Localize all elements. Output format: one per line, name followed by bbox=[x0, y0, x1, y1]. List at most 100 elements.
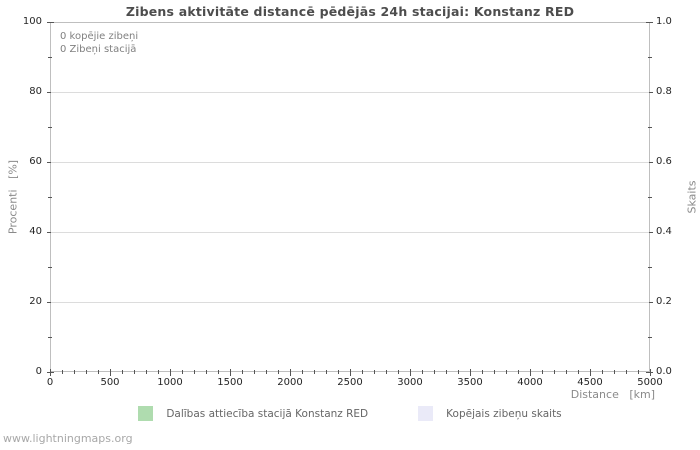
x-tick bbox=[325, 370, 327, 374]
x-tick bbox=[493, 370, 495, 374]
y-left-tick bbox=[48, 196, 52, 198]
x-tick-label: 1500 bbox=[217, 377, 243, 388]
x-tick bbox=[517, 370, 519, 374]
x-tick bbox=[361, 370, 363, 374]
x-tick bbox=[433, 370, 435, 374]
y-left-tick bbox=[47, 231, 54, 233]
legend: Dalības attiecība stacijā Konstanz RED K… bbox=[0, 406, 700, 421]
y-right-tick-label: 0.4 bbox=[656, 226, 672, 237]
x-tick bbox=[109, 369, 111, 376]
y-left-tick-label: 20 bbox=[29, 296, 42, 307]
x-axis-title: Distance [km] bbox=[570, 388, 655, 401]
x-tick-label: 500 bbox=[100, 377, 120, 388]
y-right-tick bbox=[648, 126, 652, 128]
plot-area: 0 kopējie zibeņi 0 Zibeņi stacijā bbox=[50, 22, 650, 372]
legend-swatch-participation bbox=[138, 406, 154, 421]
x-tick bbox=[193, 370, 195, 374]
gridline bbox=[51, 301, 649, 303]
y-right-tick bbox=[646, 21, 653, 23]
y-right-tick-label: 0.6 bbox=[656, 156, 672, 167]
legend-label-total: Kopējais zibeņu skaits bbox=[446, 407, 562, 420]
x-tick bbox=[253, 370, 255, 374]
x-tick bbox=[421, 370, 423, 374]
x-tick bbox=[553, 370, 555, 374]
x-tick bbox=[313, 370, 315, 374]
gridline bbox=[51, 231, 649, 233]
annotation-total-strikes: 0 kopējie zibeņi bbox=[60, 31, 139, 42]
x-tick bbox=[457, 370, 459, 374]
gridline bbox=[51, 91, 649, 93]
x-tick bbox=[97, 370, 99, 374]
watermark-text: www.lightningmaps.org bbox=[3, 432, 133, 445]
x-tick bbox=[301, 370, 303, 374]
x-tick bbox=[181, 370, 183, 374]
x-tick-label: 4500 bbox=[577, 377, 603, 388]
y-right-tick bbox=[648, 196, 652, 198]
x-tick bbox=[217, 370, 219, 374]
y-left-tick bbox=[47, 161, 54, 163]
y-left-tick-label: 0 bbox=[35, 366, 42, 377]
x-tick bbox=[145, 370, 147, 374]
x-tick bbox=[49, 369, 51, 376]
x-tick bbox=[649, 369, 651, 376]
legend-item-participation: Dalības attiecība stacijā Konstanz RED bbox=[138, 406, 368, 421]
x-tick bbox=[565, 370, 567, 374]
x-tick bbox=[601, 370, 603, 374]
x-tick-label: 1000 bbox=[157, 377, 183, 388]
legend-label-participation: Dalības attiecība stacijā Konstanz RED bbox=[166, 407, 369, 420]
y-right-tick-label: 0.8 bbox=[656, 86, 672, 97]
x-tick bbox=[541, 370, 543, 374]
x-tick bbox=[397, 370, 399, 374]
y-right-tick bbox=[648, 266, 652, 268]
y-right-tick bbox=[646, 161, 653, 163]
chart-title: Zibens aktivitāte distancē pēdējās 24h s… bbox=[125, 4, 575, 19]
x-tick bbox=[589, 369, 591, 376]
y-axis-right-title: Skaits bbox=[685, 180, 699, 214]
y-right-tick-label: 1.0 bbox=[656, 16, 672, 27]
x-tick bbox=[277, 370, 279, 374]
y-right-tick bbox=[646, 231, 653, 233]
x-tick bbox=[205, 370, 207, 374]
x-tick bbox=[133, 370, 135, 374]
x-tick bbox=[157, 370, 159, 374]
y-left-tick bbox=[48, 126, 52, 128]
annotation-station-strikes: 0 Zibeņi stacijā bbox=[60, 44, 137, 55]
y-left-tick-label: 80 bbox=[29, 86, 42, 97]
y-right-tick bbox=[648, 56, 652, 58]
y-right-tick bbox=[646, 301, 653, 303]
y-right-tick bbox=[648, 336, 652, 338]
x-tick bbox=[337, 370, 339, 374]
x-tick bbox=[385, 370, 387, 374]
x-tick bbox=[121, 370, 123, 374]
y-right-tick bbox=[646, 91, 653, 93]
gridline bbox=[51, 161, 649, 163]
annotation-block: 0 kopējie zibeņi 0 Zibeņi stacijā bbox=[60, 30, 138, 56]
y-left-tick bbox=[48, 336, 52, 338]
x-tick bbox=[373, 370, 375, 374]
x-tick bbox=[61, 370, 63, 374]
x-tick bbox=[265, 370, 267, 374]
y-left-tick-label: 60 bbox=[29, 156, 42, 167]
legend-swatch-total bbox=[418, 406, 434, 421]
y-left-tick-label: 100 bbox=[22, 16, 42, 27]
x-tick bbox=[349, 369, 351, 376]
x-tick bbox=[613, 370, 615, 374]
y-left-tick bbox=[47, 21, 54, 23]
x-tick bbox=[241, 370, 243, 374]
y-axis-left-title: Procenti [%] bbox=[6, 159, 20, 235]
x-tick bbox=[577, 370, 579, 374]
y-right-tick-label: 0.0 bbox=[656, 366, 672, 377]
x-tick bbox=[625, 370, 627, 374]
y-left-tick bbox=[47, 371, 54, 373]
x-tick bbox=[169, 369, 171, 376]
x-tick bbox=[73, 370, 75, 374]
x-tick bbox=[229, 369, 231, 376]
y-left-tick bbox=[48, 266, 52, 268]
y-left-tick bbox=[48, 56, 52, 58]
x-tick-label: 2000 bbox=[277, 377, 303, 388]
x-tick bbox=[469, 369, 471, 376]
x-tick bbox=[445, 370, 447, 374]
legend-item-total: Kopējais zibeņu skaits bbox=[418, 406, 562, 421]
x-tick-label: 4000 bbox=[517, 377, 543, 388]
